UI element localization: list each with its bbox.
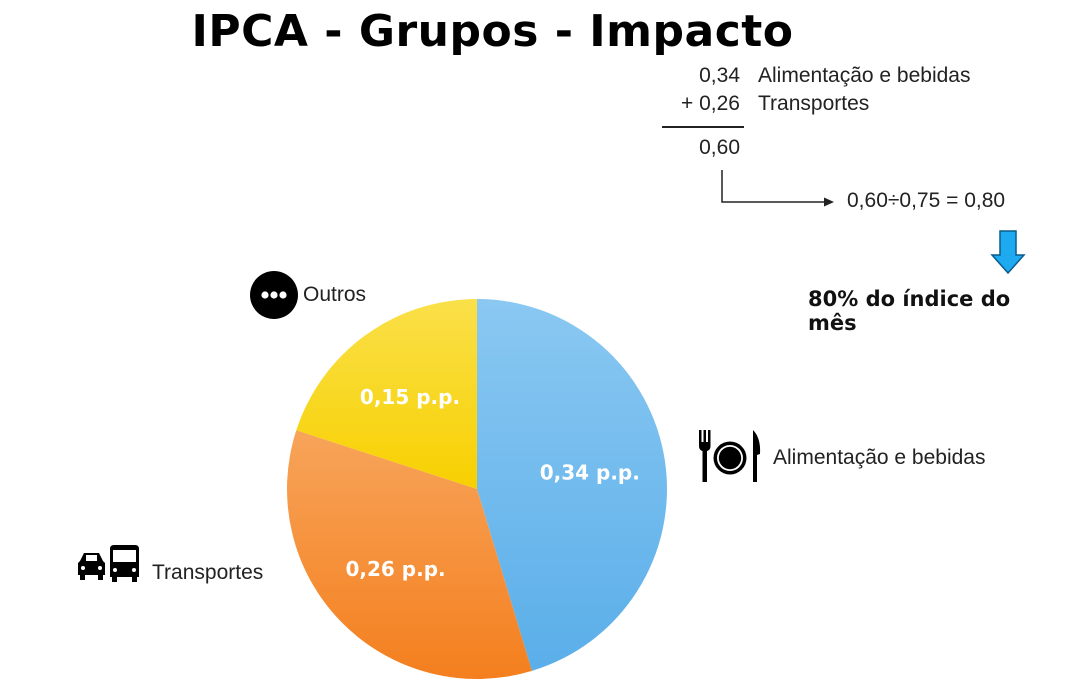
connector-arrowhead xyxy=(824,197,834,207)
calc-value-transportes: + 0,26 xyxy=(681,92,740,115)
connector-arrow xyxy=(721,170,825,203)
more-dots-icon xyxy=(250,271,298,319)
legend-label-outros: Outros xyxy=(303,283,367,306)
pie-slice-outros xyxy=(296,299,477,489)
pie-slice-transportes xyxy=(287,430,532,679)
division-result: 0,60÷0,75 = 0,80 xyxy=(847,189,1006,212)
slice-value-label: 0,26 p.p. xyxy=(345,557,445,581)
sum-divider-line xyxy=(662,126,744,128)
page-title: IPCA - Grupos - Impacto xyxy=(191,6,794,57)
month-index-share: 80% do índice do mês xyxy=(808,287,1011,335)
down-arrow-icon xyxy=(990,230,1026,275)
legend-label-transportes: Transportes xyxy=(152,561,264,584)
calc-value-alimentacao: 0,34 xyxy=(699,64,740,87)
calc-sum-value: 0,60 xyxy=(699,136,740,159)
pie-slice-alimentação xyxy=(477,299,667,671)
calc-label-transportes: Transportes xyxy=(758,92,870,115)
fork-plate-knife-icon xyxy=(699,430,761,482)
calc-label-alimentacao: Alimentação e bebidas xyxy=(758,64,971,87)
slice-value-label: 0,34 p.p. xyxy=(540,460,640,484)
slice-value-label: 0,15 p.p. xyxy=(360,385,460,409)
car-bus-icon xyxy=(78,545,139,582)
legend-label-alimentacao: Alimentação e bebidas xyxy=(773,446,986,469)
